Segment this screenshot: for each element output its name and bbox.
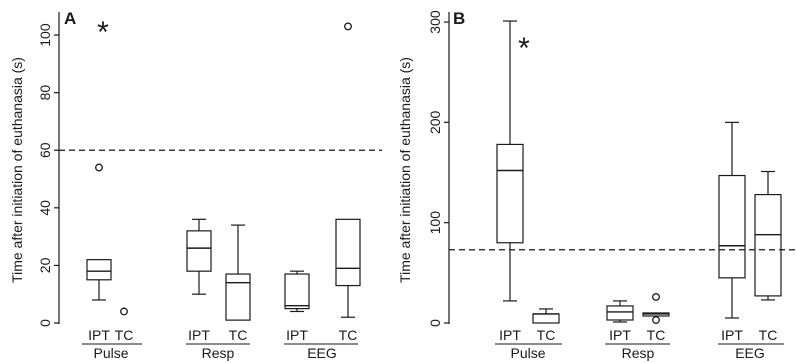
- group-label: EEG: [735, 345, 765, 361]
- category-label: TC: [229, 327, 248, 343]
- box: [335, 218, 361, 287]
- outlier-point: [652, 316, 660, 324]
- significance-asterisk: *: [518, 32, 530, 65]
- significance-asterisk: *: [97, 16, 109, 49]
- y-tick-label: 300: [427, 10, 443, 34]
- outlier-point: [652, 292, 660, 301]
- panel-b: B Time after initiation of euthanasia (s…: [397, 9, 795, 361]
- panel-b-letter: B: [453, 9, 465, 28]
- panel-b-y-axis-label: Time after initiation of euthanasia (s): [397, 57, 413, 283]
- y-tick-label: 100: [427, 211, 443, 235]
- group-label: Resp: [202, 345, 235, 361]
- box: [284, 273, 310, 310]
- category-label: TC: [647, 327, 666, 343]
- panel-a-letter: A: [64, 9, 76, 28]
- group-label: Pulse: [93, 345, 128, 361]
- y-tick-label: 60: [37, 142, 53, 158]
- group-label: Resp: [622, 345, 655, 361]
- panel-a-y-axis-label: Time after initiation of euthanasia (s): [9, 57, 25, 283]
- box: [532, 313, 560, 324]
- y-tick-label: 20: [37, 257, 53, 273]
- box: [186, 230, 212, 272]
- box: [606, 305, 634, 321]
- box: [754, 193, 782, 297]
- category-label: TC: [115, 327, 134, 343]
- y-tick-label: 0: [37, 319, 53, 327]
- category-label: IPT: [188, 327, 210, 343]
- outlier-point: [120, 307, 128, 316]
- group-label: Pulse: [510, 345, 545, 361]
- box: [225, 273, 251, 321]
- box: [86, 259, 112, 281]
- category-label: IPT: [499, 327, 521, 343]
- outlier-point: [95, 163, 103, 172]
- y-tick-label: 200: [427, 110, 443, 134]
- category-label: TC: [759, 327, 778, 343]
- y-tick-label: 0: [427, 319, 443, 327]
- category-label: IPT: [286, 327, 308, 343]
- group-label: EEG: [307, 345, 337, 361]
- category-label: IPT: [88, 327, 110, 343]
- y-tick-label: 100: [37, 23, 53, 47]
- y-tick-label: 80: [37, 85, 53, 101]
- category-label: IPT: [609, 327, 631, 343]
- y-tick-label: 40: [37, 200, 53, 216]
- box: [496, 143, 524, 244]
- outlier-point: [344, 22, 352, 31]
- panel-a: A Time after initiation of euthanasia (s…: [9, 9, 382, 361]
- category-label: TC: [339, 327, 358, 343]
- box: [718, 174, 746, 279]
- category-label: TC: [537, 327, 556, 343]
- category-label: IPT: [721, 327, 743, 343]
